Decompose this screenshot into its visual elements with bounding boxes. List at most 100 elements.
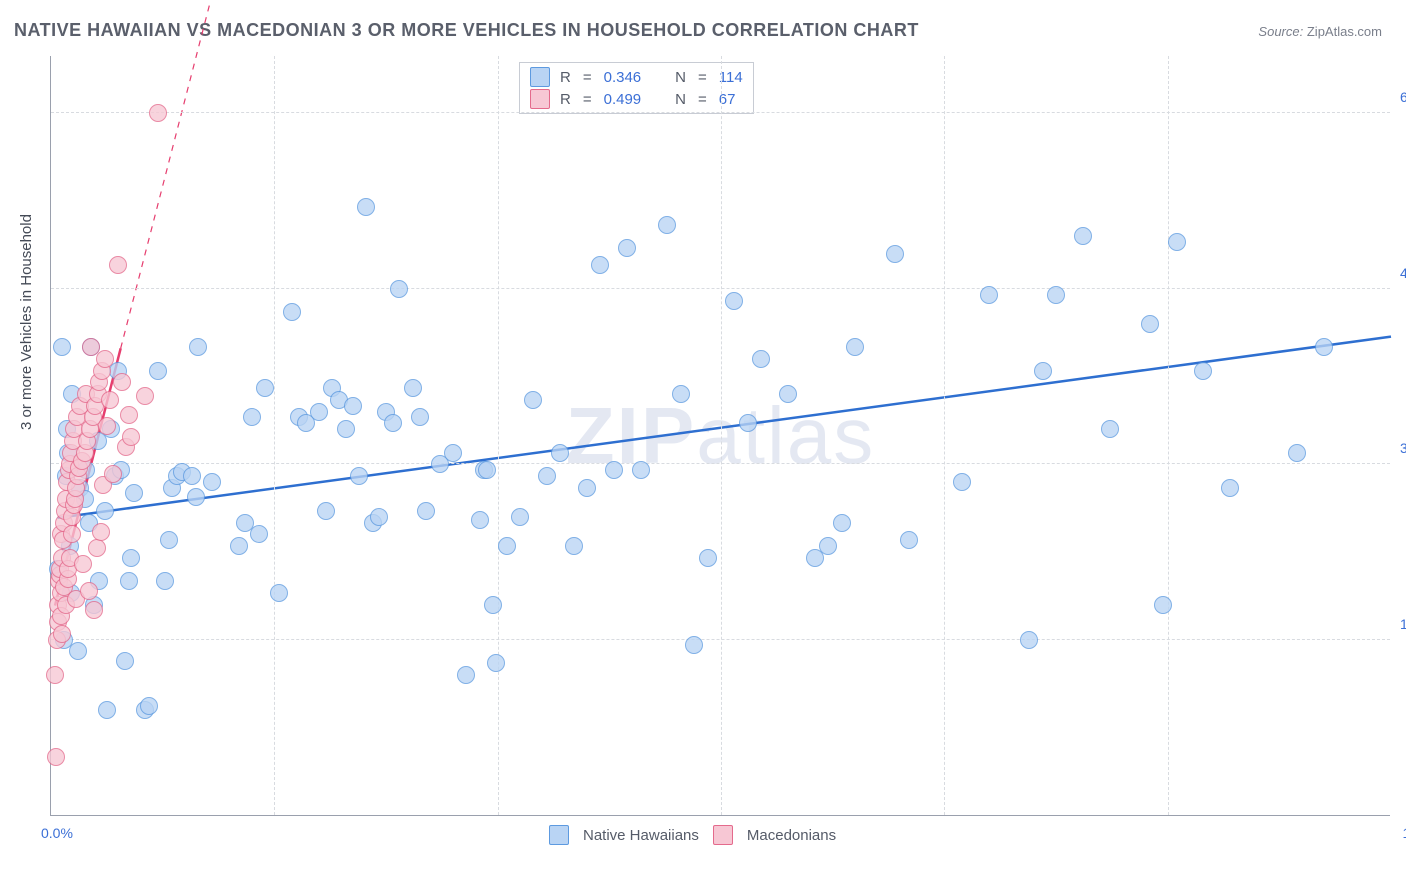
scatter-point	[120, 406, 138, 424]
legend-swatch	[549, 825, 569, 845]
scatter-point	[487, 654, 505, 672]
x-tick-max: 100.0%	[1403, 825, 1406, 841]
scatter-point	[85, 601, 103, 619]
scatter-point	[183, 467, 201, 485]
scatter-point	[417, 502, 435, 520]
scatter-point	[672, 385, 690, 403]
scatter-point	[160, 531, 178, 549]
scatter-point	[256, 379, 274, 397]
scatter-point	[1101, 420, 1119, 438]
scatter-point	[98, 701, 116, 719]
legend-swatch	[530, 89, 550, 109]
scatter-point	[846, 338, 864, 356]
n-label: N	[675, 91, 686, 108]
y-tick-label: 60.0%	[1400, 89, 1406, 105]
scatter-point	[344, 397, 362, 415]
scatter-point	[96, 350, 114, 368]
scatter-point	[203, 473, 221, 491]
scatter-point	[471, 511, 489, 529]
scatter-point	[524, 391, 542, 409]
scatter-point	[444, 444, 462, 462]
legend-swatch	[530, 67, 550, 87]
r-label: R	[560, 91, 571, 108]
scatter-point	[270, 584, 288, 602]
grid-line-v	[498, 56, 499, 815]
scatter-point	[1221, 479, 1239, 497]
chart-title: NATIVE HAWAIIAN VS MACEDONIAN 3 OR MORE …	[14, 20, 919, 41]
scatter-point	[317, 502, 335, 520]
scatter-point	[779, 385, 797, 403]
scatter-point	[498, 537, 516, 555]
scatter-point	[283, 303, 301, 321]
scatter-point	[53, 625, 71, 643]
scatter-point	[390, 280, 408, 298]
series-legend: Native Hawaiians Macedonians	[549, 825, 836, 845]
stats-legend-row: R=0.499N=67	[530, 89, 743, 109]
scatter-point	[411, 408, 429, 426]
scatter-point	[104, 465, 122, 483]
scatter-point	[953, 473, 971, 491]
scatter-point	[725, 292, 743, 310]
scatter-point	[511, 508, 529, 526]
scatter-point	[47, 748, 65, 766]
scatter-point	[1034, 362, 1052, 380]
scatter-point	[1141, 315, 1159, 333]
scatter-point	[819, 537, 837, 555]
scatter-point	[685, 636, 703, 654]
scatter-point	[116, 652, 134, 670]
scatter-point	[92, 523, 110, 541]
stats-legend: R=0.346N=114R=0.499N=67	[519, 62, 754, 114]
scatter-point	[46, 666, 64, 684]
legend-swatch	[713, 825, 733, 845]
scatter-point	[113, 373, 131, 391]
chart-container: NATIVE HAWAIIAN VS MACEDONIAN 3 OR MORE …	[0, 0, 1406, 892]
scatter-point	[384, 414, 402, 432]
r-label: R	[560, 69, 571, 86]
scatter-point	[69, 642, 87, 660]
scatter-point	[63, 525, 81, 543]
scatter-point	[1168, 233, 1186, 251]
grid-line-v	[721, 56, 722, 815]
n-label: N	[675, 69, 686, 86]
plot-area: ZIPatlas R=0.346N=114R=0.499N=67 Native …	[50, 56, 1390, 816]
scatter-point	[357, 198, 375, 216]
scatter-point	[833, 514, 851, 532]
scatter-point	[538, 467, 556, 485]
legend-label: Native Hawaiians	[583, 827, 699, 844]
scatter-point	[189, 338, 207, 356]
scatter-point	[1288, 444, 1306, 462]
scatter-point	[632, 461, 650, 479]
scatter-point	[900, 531, 918, 549]
scatter-point	[658, 216, 676, 234]
source-value: ZipAtlas.com	[1307, 24, 1382, 39]
scatter-point	[80, 582, 98, 600]
scatter-point	[74, 555, 92, 573]
scatter-point	[370, 508, 388, 526]
scatter-point	[1315, 338, 1333, 356]
scatter-point	[149, 362, 167, 380]
scatter-point	[122, 428, 140, 446]
legend-label: Macedonians	[747, 827, 836, 844]
scatter-point	[886, 245, 904, 263]
scatter-point	[243, 408, 261, 426]
scatter-point	[98, 417, 116, 435]
scatter-point	[156, 572, 174, 590]
scatter-point	[565, 537, 583, 555]
scatter-point	[230, 537, 248, 555]
grid-line-v	[274, 56, 275, 815]
n-value: 114	[719, 69, 743, 86]
scatter-point	[551, 444, 569, 462]
scatter-point	[618, 239, 636, 257]
scatter-point	[591, 256, 609, 274]
scatter-point	[1074, 227, 1092, 245]
scatter-point	[88, 539, 106, 557]
grid-line-v	[944, 56, 945, 815]
scatter-point	[101, 391, 119, 409]
source-line: Source: ZipAtlas.com	[1258, 24, 1382, 39]
stats-legend-row: R=0.346N=114	[530, 67, 743, 87]
grid-line-v	[1168, 56, 1169, 815]
scatter-point	[250, 525, 268, 543]
scatter-point	[337, 420, 355, 438]
scatter-point	[457, 666, 475, 684]
scatter-point	[739, 414, 757, 432]
